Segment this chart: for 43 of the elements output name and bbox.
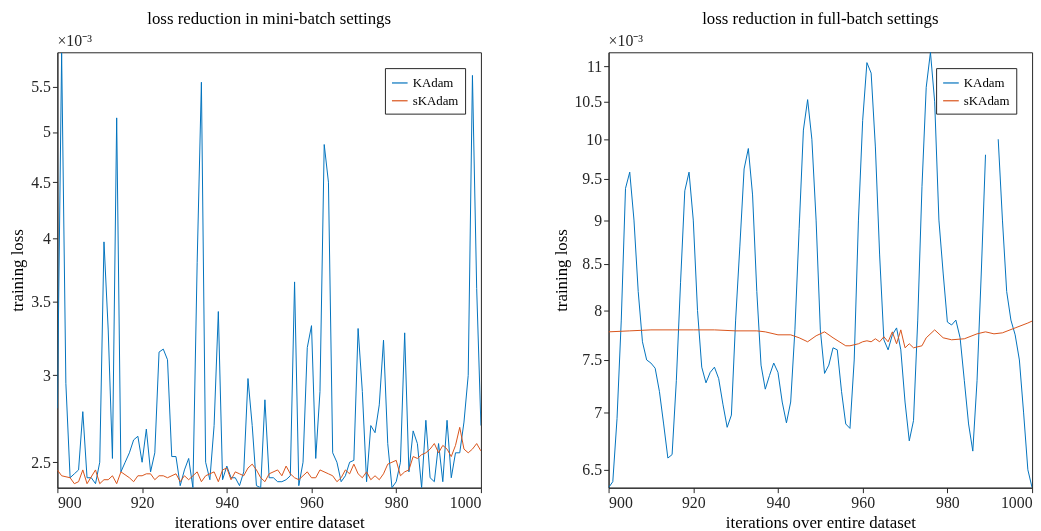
y-tick-label: 7	[594, 404, 603, 422]
y-tick-label: 2.5	[31, 453, 52, 471]
text: ×10⁻³	[57, 32, 93, 50]
x-tick-label: 920	[130, 493, 155, 511]
y-tick-label: 10	[586, 130, 603, 148]
x-tick-label: 980	[936, 493, 960, 511]
legend-label: sKAdam	[412, 93, 459, 108]
y-tick-label: 3	[43, 366, 52, 384]
y-tick-label: 9.5	[582, 170, 603, 188]
y-tick-label: 4.5	[31, 173, 52, 191]
x-axis-title: iterations over entire dataset	[174, 512, 365, 531]
y-tick-label: 8	[594, 301, 603, 319]
legend-label: sKAdam	[963, 93, 1010, 108]
x-tick-label: 980	[384, 493, 409, 511]
x-tick-label: 940	[766, 493, 791, 511]
x-tick-label: 900	[609, 493, 633, 511]
y-tick-label: 9	[594, 211, 603, 229]
x-tick-label: 920	[681, 493, 706, 511]
x-tick-label: 960	[300, 493, 324, 511]
y-tick-label: 5	[43, 123, 52, 141]
x-axis-title: iterations over entire dataset	[725, 512, 917, 531]
x-tick-label: 960	[851, 493, 876, 511]
y-tick-label: 6.5	[582, 461, 603, 479]
y-tick-label: 11	[586, 57, 603, 75]
y-tick-label: 8.5	[582, 255, 603, 273]
y-axis-title: training loss	[8, 229, 28, 312]
chart-title: loss reduction in mini-batch settings	[147, 8, 392, 28]
y-tick-label: 7.5	[582, 351, 603, 369]
text: ×10⁻³	[608, 32, 644, 50]
y-tick-label: 5.5	[31, 77, 52, 95]
x-tick-label: 1000	[1000, 493, 1033, 511]
y-axis-title: training loss	[551, 229, 571, 312]
line-series	[608, 320, 1033, 349]
chart-title: loss reduction in full-batch settings	[702, 8, 939, 28]
x-tick-label: 940	[215, 493, 240, 511]
line-series	[57, 426, 481, 485]
x-tick-label: 1000	[449, 493, 482, 511]
y-tick-label: 4	[43, 229, 52, 247]
x-tick-label: 900	[57, 493, 82, 511]
y-tick-label: 3.5	[31, 293, 52, 311]
legend-label: KAdam	[963, 75, 1005, 90]
y-tick-label: 10.5	[574, 93, 603, 111]
legend-label: KAdam	[412, 75, 454, 90]
